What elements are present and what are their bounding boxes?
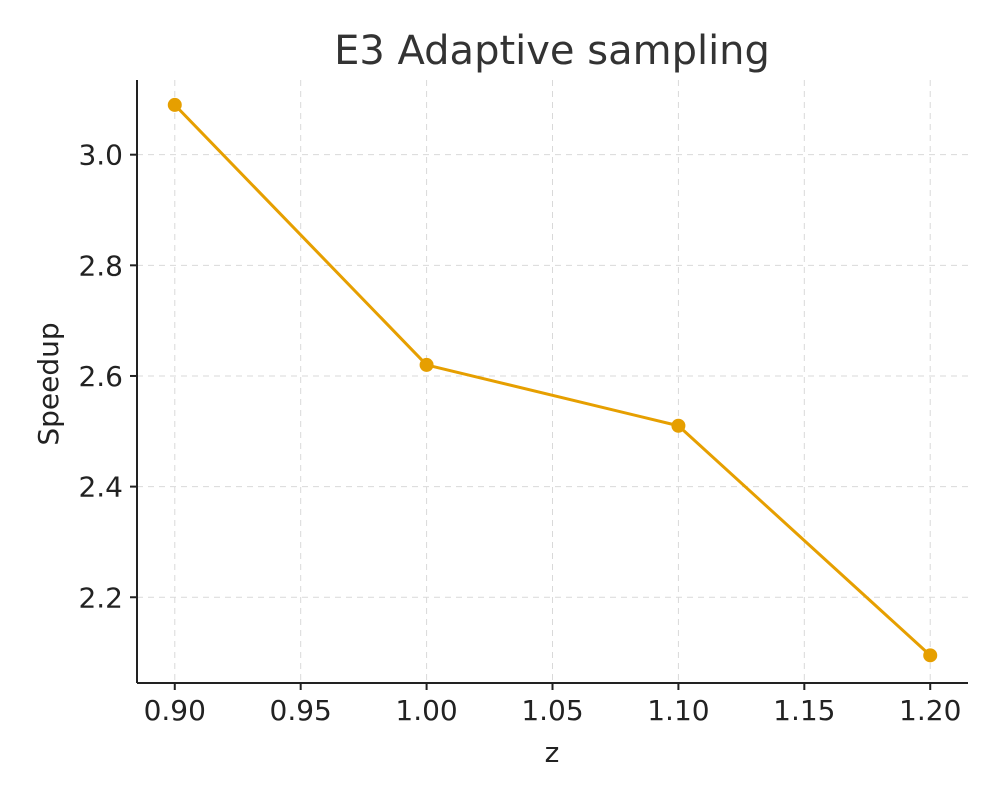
series-line bbox=[173, 103, 932, 657]
x-tick-label: 0.90 bbox=[144, 694, 206, 727]
series-layer bbox=[167, 97, 938, 663]
x-tick-label: 1.20 bbox=[899, 694, 961, 727]
y-axis-label: Speedup bbox=[32, 322, 65, 445]
x-axis-label: z bbox=[545, 736, 560, 769]
data-point bbox=[671, 418, 686, 433]
y-tick-label: 2.4 bbox=[78, 471, 123, 504]
chart-title: E3 Adaptive sampling bbox=[334, 28, 770, 74]
x-tick-label: 1.00 bbox=[395, 694, 457, 727]
y-tick-label: 2.6 bbox=[78, 360, 123, 393]
data-point bbox=[419, 357, 434, 372]
x-tick-label: 0.95 bbox=[270, 694, 332, 727]
y-tick-label: 2.8 bbox=[78, 249, 123, 282]
x-tick-label: 1.05 bbox=[521, 694, 583, 727]
y-tick-label: 2.2 bbox=[78, 581, 123, 614]
x-tick-label: 1.10 bbox=[647, 694, 709, 727]
grid-layer bbox=[137, 80, 968, 683]
y-axis-ticks: 2.2 2.4 2.6 2.8 3.0 bbox=[78, 139, 137, 614]
y-tick-label: 3.0 bbox=[78, 139, 123, 172]
data-point bbox=[167, 97, 182, 112]
data-point bbox=[923, 648, 938, 663]
x-tick-label: 1.15 bbox=[773, 694, 835, 727]
x-axis-ticks: 0.90 0.95 1.00 1.05 1.10 1.15 1.20 bbox=[144, 683, 961, 727]
